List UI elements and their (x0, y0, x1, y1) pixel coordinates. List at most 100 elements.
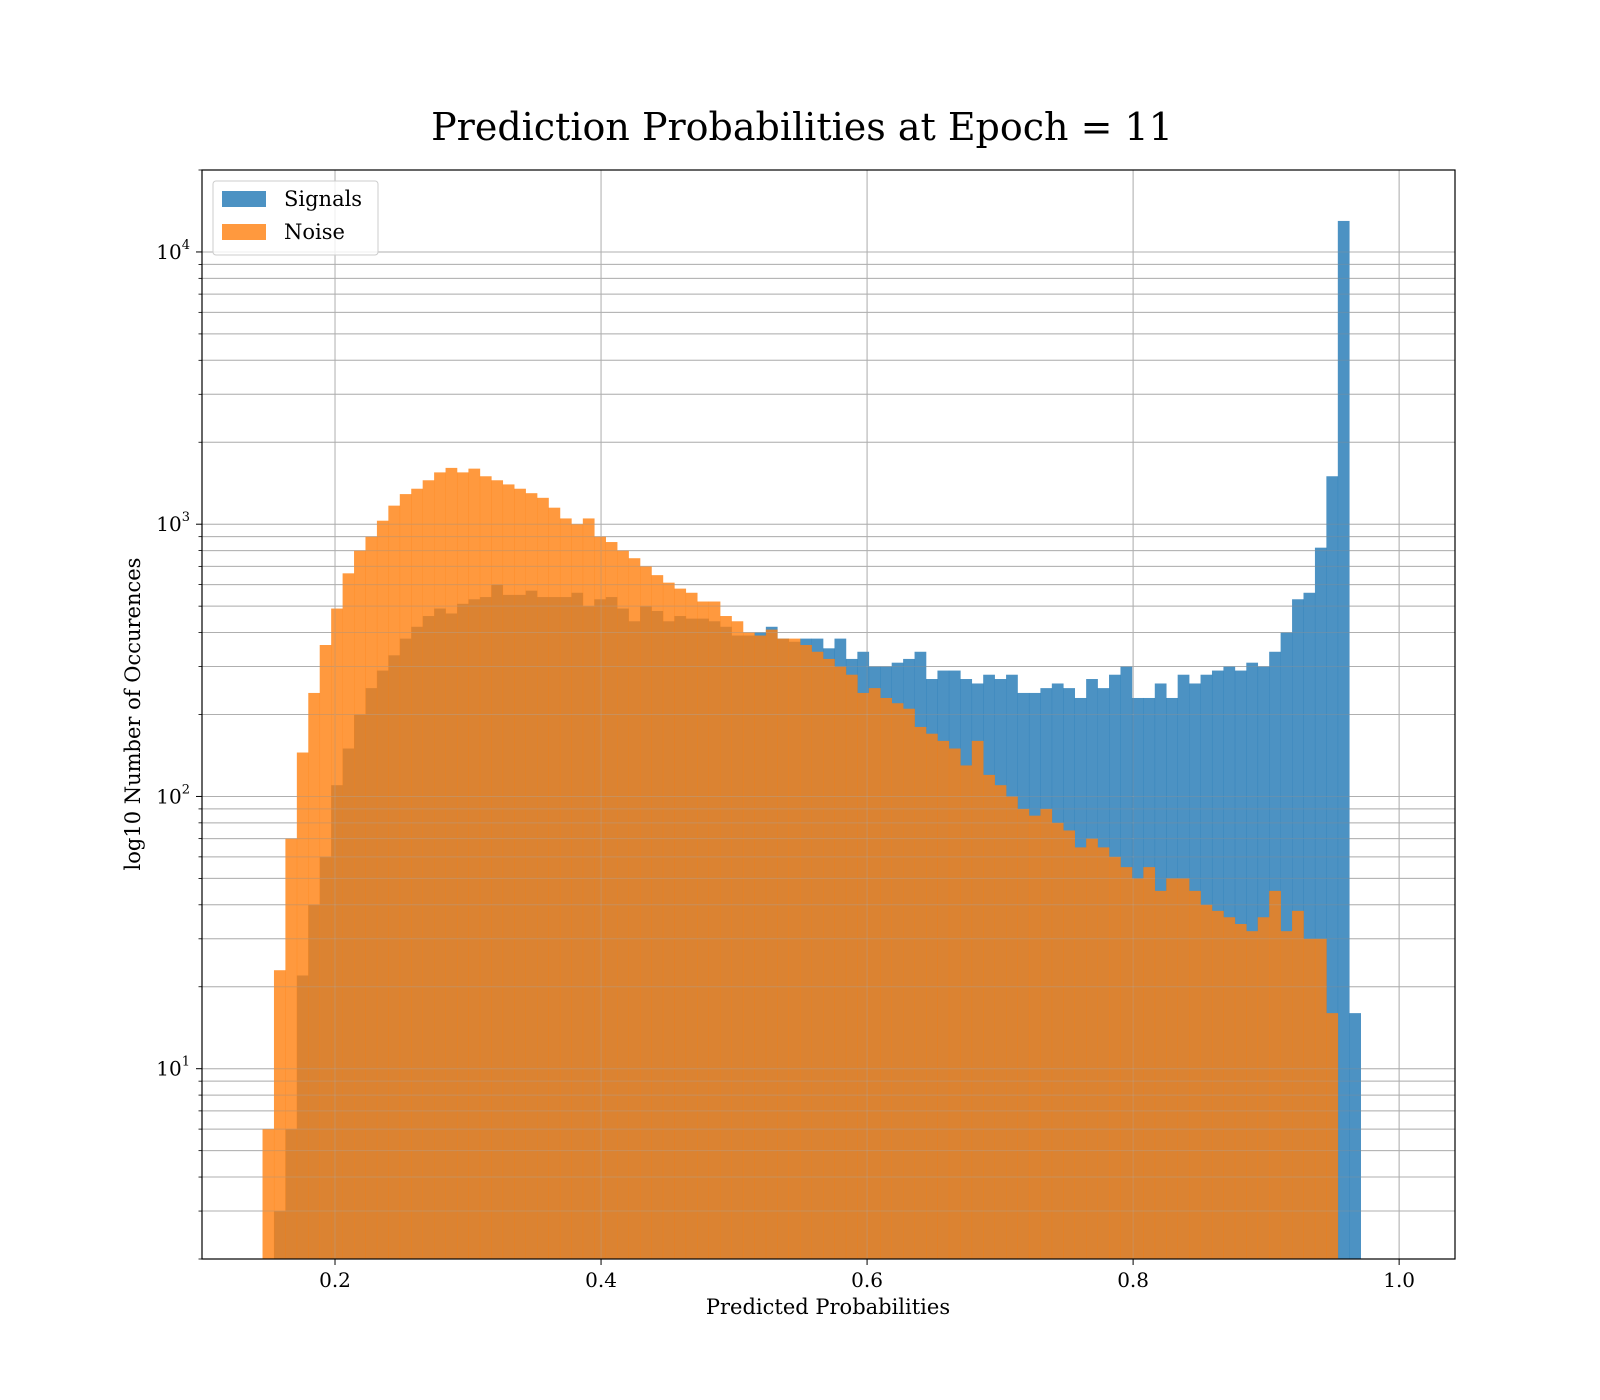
histogram-bar (800, 645, 812, 1259)
histogram-bar (434, 472, 446, 1260)
y-tick-label: 102 (156, 782, 190, 808)
legend-swatch-signals (222, 191, 266, 207)
histogram-bar (1006, 796, 1018, 1259)
histogram-bar (1314, 547, 1327, 1259)
histogram-bar (1040, 808, 1053, 1259)
histogram-bar (548, 507, 561, 1259)
histogram-bar (1257, 917, 1270, 1259)
histogram-bar (994, 785, 1007, 1259)
histogram-bar (1303, 592, 1316, 1259)
histogram-bar (685, 592, 698, 1259)
histogram-bar (834, 666, 847, 1259)
histogram-bar (514, 488, 526, 1259)
x-tick-label: 0.6 (851, 1268, 883, 1292)
histogram-bar (937, 740, 950, 1259)
y-tick-label: 101 (156, 1055, 190, 1081)
histogram-bar (765, 629, 778, 1259)
histogram-bar (662, 582, 675, 1259)
histogram-bar (1074, 847, 1087, 1259)
histogram-bar (868, 688, 881, 1259)
histogram-bar (617, 550, 629, 1259)
histogram-bar (502, 484, 515, 1259)
histogram-bar (411, 488, 423, 1259)
histogram-bar (1131, 878, 1144, 1259)
histogram-bar (273, 970, 286, 1259)
histogram-bar (365, 536, 378, 1259)
histogram-bar (708, 601, 721, 1259)
histogram-bar (1109, 856, 1121, 1259)
legend: Signals Noise (212, 180, 379, 256)
histogram-bar (628, 558, 641, 1259)
histogram-bar (731, 621, 744, 1259)
histogram-bar (640, 566, 652, 1259)
histogram-bar (1326, 476, 1339, 1260)
histogram-bar (559, 518, 572, 1259)
histogram-bar (354, 550, 366, 1259)
histogram-bar (594, 536, 607, 1259)
histogram-bar (582, 518, 595, 1259)
histogram-bar (1200, 904, 1213, 1259)
x-axis-label: Predicted Probabilities (706, 1295, 950, 1319)
histogram-bar (1223, 917, 1236, 1259)
grid-lines-overlay (202, 169, 1455, 1260)
histogram-bar (1154, 890, 1167, 1259)
histogram-bar (971, 740, 984, 1259)
histogram-bar (571, 524, 584, 1259)
histogram-bar (1086, 838, 1098, 1259)
histogram-bar (537, 497, 549, 1259)
x-tick-label: 1.0 (1383, 1268, 1415, 1292)
histogram-bar (491, 480, 504, 1260)
noise-bars (262, 467, 1339, 1260)
histogram-bar (1051, 822, 1064, 1259)
x-axis-ticks: 0.2 0.4 0.6 0.8 1.0 (319, 1259, 1415, 1292)
legend-swatch-noise (222, 224, 266, 240)
histogram-bar (331, 608, 343, 1259)
histogram-bar (1303, 938, 1316, 1259)
histogram-bar (1143, 867, 1156, 1259)
histogram-bar (742, 632, 755, 1259)
histogram-bar (1211, 910, 1224, 1259)
x-tick-label: 0.4 (585, 1268, 617, 1292)
histogram-bar (525, 493, 538, 1259)
histogram-bar (1097, 847, 1110, 1259)
histogram-bar (777, 638, 790, 1259)
histogram-bar (456, 472, 469, 1260)
histogram-bar (720, 616, 732, 1259)
histogram-bar (880, 697, 892, 1259)
histogram-bar (651, 575, 664, 1259)
histogram-bar (788, 638, 801, 1259)
histogram-bar (1337, 220, 1350, 1260)
histogram-bar (948, 748, 961, 1259)
histogram-bar (674, 588, 687, 1259)
histogram-bar (308, 692, 321, 1259)
histogram-bar (1177, 878, 1190, 1259)
legend-label-noise: Noise (284, 220, 345, 244)
x-tick-label: 0.2 (319, 1268, 351, 1292)
histogram-bar (285, 838, 298, 1259)
histogram-bar (1280, 931, 1293, 1259)
histogram-bar (1166, 878, 1178, 1259)
histogram-bar (1189, 890, 1201, 1259)
y-tick-label: 104 (156, 238, 190, 264)
histogram-bar (1028, 815, 1041, 1259)
histogram-bar (891, 703, 904, 1259)
histogram-bar (857, 692, 870, 1259)
x-tick-label: 0.8 (1117, 1268, 1149, 1292)
histogram-bar (376, 520, 389, 1259)
legend-label-signals: Signals (284, 187, 362, 211)
y-axis-label: log10 Number of Occurences (121, 558, 145, 871)
histogram-bar (914, 726, 927, 1259)
histogram-bar (697, 601, 709, 1259)
histogram-bar (605, 542, 618, 1259)
histogram-bar (925, 733, 938, 1259)
histogram-bar (468, 468, 481, 1259)
y-axis-ticks: 101 102 103 104 (156, 169, 202, 1260)
histogram-bar (296, 752, 309, 1259)
histogram-bar (388, 505, 401, 1259)
histogram-bar (1063, 830, 1076, 1259)
histogram-bar (1349, 1013, 1361, 1259)
histogram-bar (1292, 910, 1304, 1259)
histogram-bar (1120, 867, 1133, 1259)
histogram-bar (903, 708, 915, 1259)
